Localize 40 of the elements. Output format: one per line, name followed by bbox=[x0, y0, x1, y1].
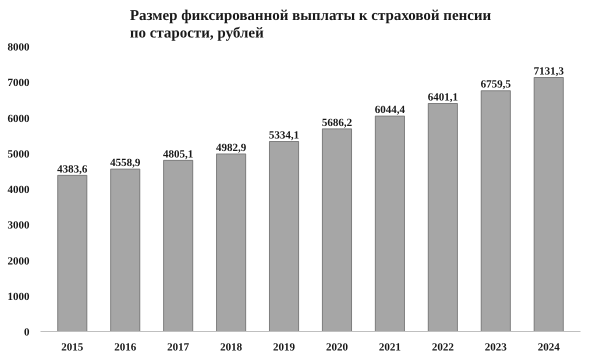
x-tick-label: 2017 bbox=[167, 342, 190, 354]
y-tick-label: 4000 bbox=[8, 184, 30, 196]
x-tick-label: 2016 bbox=[114, 342, 137, 354]
y-tick-label: 3000 bbox=[8, 220, 30, 232]
x-tick-label: 2015 bbox=[61, 342, 84, 354]
x-tick-label: 2018 bbox=[220, 342, 243, 354]
x-tick-label: 2024 bbox=[538, 342, 560, 354]
y-tick-label: 2000 bbox=[8, 255, 30, 268]
data-label: 6401,1 bbox=[428, 91, 458, 104]
bar bbox=[57, 174, 88, 332]
data-label: 4805,1 bbox=[163, 148, 194, 160]
y-tick-label: 7000 bbox=[8, 77, 30, 90]
y-tick-label: 8000 bbox=[8, 42, 30, 54]
x-tick-label: 2022 bbox=[432, 342, 454, 354]
y-tick-label: 0 bbox=[24, 326, 30, 338]
y-tick-label: 6000 bbox=[8, 112, 30, 125]
bar bbox=[534, 76, 564, 332]
data-label: 5334,1 bbox=[268, 129, 300, 142]
data-label: 4982,9 bbox=[216, 142, 247, 154]
data-label: 4383,6 bbox=[57, 163, 88, 176]
data-label: 4558,9 bbox=[110, 157, 141, 170]
bar bbox=[268, 140, 300, 332]
bar bbox=[216, 153, 246, 332]
chart-title: Размер фиксированной выплаты к страховой пенсии по старости, рублей bbox=[130, 8, 492, 42]
y-tick-label: 5000 bbox=[8, 148, 30, 160]
bar bbox=[428, 102, 458, 332]
data-label: 5686,2 bbox=[322, 116, 353, 129]
y-tick-label: 1000 bbox=[8, 290, 30, 303]
bar bbox=[480, 90, 511, 332]
x-tick-label: 2019 bbox=[273, 342, 296, 354]
x-tick-label: 2021 bbox=[378, 342, 401, 354]
bar bbox=[110, 168, 140, 332]
x-tick-label: 2020 bbox=[326, 342, 348, 354]
bar bbox=[374, 116, 405, 332]
bar bbox=[322, 128, 352, 332]
data-label: 6044,4 bbox=[374, 104, 406, 116]
data-label: 6759,5 bbox=[480, 78, 512, 91]
x-tick-label: 2023 bbox=[484, 342, 508, 354]
data-label: 7131,3 bbox=[534, 65, 564, 78]
bar bbox=[163, 160, 194, 332]
